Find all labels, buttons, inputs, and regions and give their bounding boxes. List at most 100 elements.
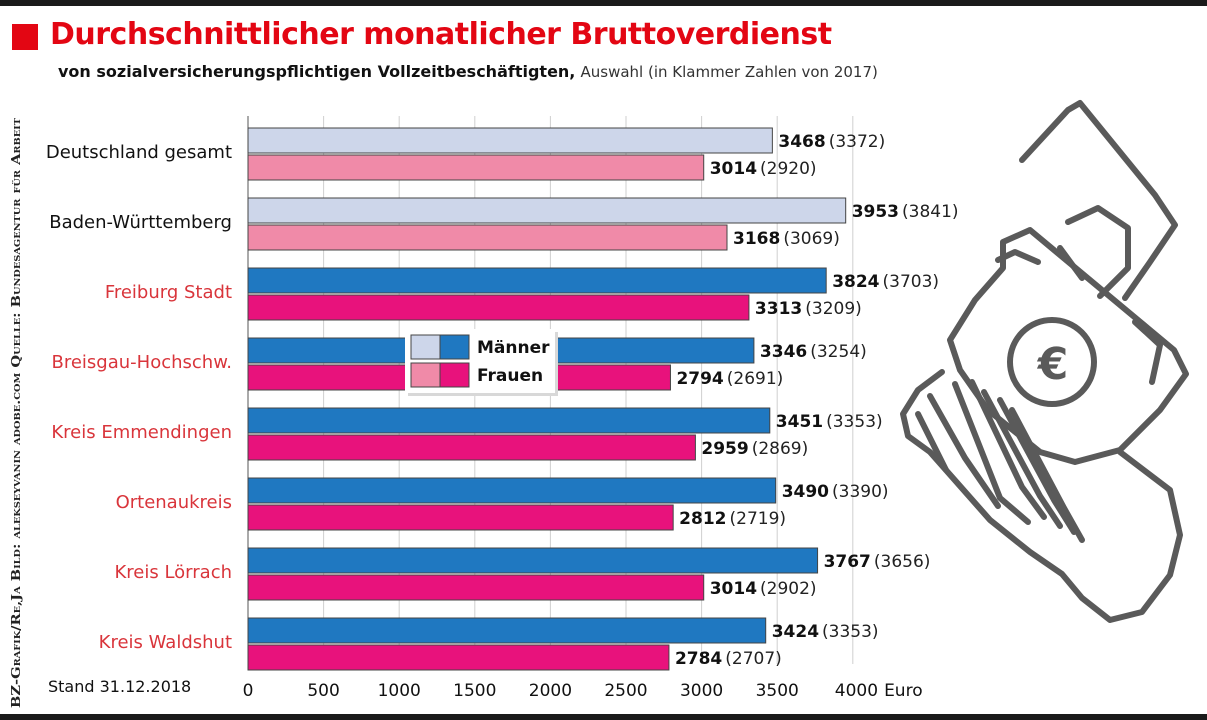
data-label: 3767 (3656) [824,552,931,572]
legend-swatch-light [410,334,441,360]
chart-subtitle: von sozialversicherungspflichtigen Vollz… [58,62,878,81]
subtitle-bold: von sozialversicherungspflichtigen Vollz… [58,62,576,81]
bar-männer [247,477,777,504]
bar-männer [247,127,773,154]
title-square-icon [12,24,38,50]
value-2017: (2920) [760,159,817,179]
legend: Männer Frauen [405,329,558,396]
data-label: 3313 (3209) [755,299,862,319]
tick-label: 2500 [604,681,647,701]
top-rule [0,0,1207,6]
data-label: 2959 (2869) [701,439,808,459]
data-label: 3953 (3841) [852,202,959,222]
value-2018: 3824 [832,272,879,292]
value-2017: (3841) [902,202,959,222]
value-2017: (3209) [805,299,862,319]
value-2018: 2784 [675,649,722,669]
tick-label: 1000 [378,681,421,701]
category-label: Freiburg Stadt [105,282,232,303]
value-2017: (3069) [783,229,840,249]
bar-frauen [247,154,705,181]
data-label: 2812 (2719) [679,509,786,529]
category-label: Deutschland gesamt [46,142,232,163]
value-2018: 3313 [755,299,802,319]
bar-frauen [247,644,670,671]
bar-männer [247,407,771,434]
value-2017: (3390) [832,482,889,502]
source-text: BZ-Grafik/Re,Ja Bild: alekseyvanin adobe… [9,118,23,708]
stand-date: Stand 31.12.2018 [48,677,191,696]
data-label: 3424 (3353) [772,622,879,642]
data-label: 3346 (3254) [760,342,867,362]
value-2018: 3490 [782,482,829,502]
hand-money-euro-icon [900,100,1189,623]
value-2017: (2869) [752,439,809,459]
tick-label: 3000 [680,681,723,701]
value-2017: (2902) [760,579,817,599]
value-2017: (2691) [727,369,784,389]
value-2017: (3703) [883,272,940,292]
legend-swatch-light [410,362,441,388]
tick-label: 500 [307,681,339,701]
bars [247,127,847,671]
subtitle-rest: Auswahl (in Klammer Zahlen von 2017) [580,63,878,81]
legend-label: Männer [477,338,550,358]
category-label: Baden-Württemberg [49,212,232,233]
value-2018: 2794 [676,369,723,389]
value-2018: 3014 [710,579,757,599]
value-2018: 3451 [776,412,823,432]
value-2017: (3372) [829,132,886,152]
legend-swatch [439,362,470,388]
x-axis-unit: Euro [884,681,923,701]
legend-swatch [439,334,470,360]
value-2017: (3353) [822,622,879,642]
value-2017: (3353) [826,412,883,432]
data-label: 3490 (3390) [782,482,889,502]
category-label: Breisgau-Hochschw. [52,352,233,373]
value-2018: 3468 [778,132,825,152]
tick-label: 2000 [529,681,572,701]
category-labels: Deutschland gesamt Baden-Württemberg Freib… [46,142,232,653]
bar-frauen [247,434,696,461]
chart-title: Durchschnittlicher monatlicher Bruttover… [50,17,832,52]
value-2017: (2719) [730,509,787,529]
value-2018: 2812 [679,509,726,529]
data-label: 2784 (2707) [675,649,782,669]
value-2018: 3168 [733,229,780,249]
value-2017: (3254) [810,342,867,362]
data-label: 3014 (2902) [710,579,817,599]
data-label: 3014 (2920) [710,159,817,179]
bar-männer [247,617,767,644]
category-label: Kreis Emmendingen [51,422,232,443]
data-label: 3451 (3353) [776,412,883,432]
tick-label: 1500 [453,681,496,701]
source-credit: BZ-Grafik/Re,Ja Bild: alekseyvanin adobe… [9,118,23,708]
tick-label: 0 [243,681,254,701]
data-label: 3824 (3703) [832,272,939,292]
tick-label: 3500 [756,681,799,701]
value-labels: 3468 (3372)3014 (2920)3953 (3841)3168 (3069)… [675,132,959,669]
bar-frauen [247,504,674,531]
bar-männer [247,547,819,574]
bar-frauen [247,224,728,251]
value-2018: 3953 [852,202,899,222]
euro-symbol: € [1037,339,1069,390]
data-label: 3468 (3372) [778,132,885,152]
legend-label: Frauen [477,366,543,386]
bar-männer [247,197,847,224]
value-2018: 3767 [824,552,871,572]
bar-männer [247,267,827,294]
data-label: 2794 (2691) [676,369,783,389]
category-label: Kreis Lörrach [114,562,232,583]
value-2018: 3424 [772,622,819,642]
bar-frauen [247,294,750,321]
tick-label: 4000 Euro [835,681,923,701]
data-label: 3168 (3069) [733,229,840,249]
value-2017: (3656) [874,552,931,572]
category-label: Kreis Waldshut [99,632,232,653]
x-axis: 0 500 1000 1500 2000 2500 3000 3500 4000 Euro [243,681,923,701]
value-2018: 2959 [701,439,748,459]
value-2018: 3014 [710,159,757,179]
